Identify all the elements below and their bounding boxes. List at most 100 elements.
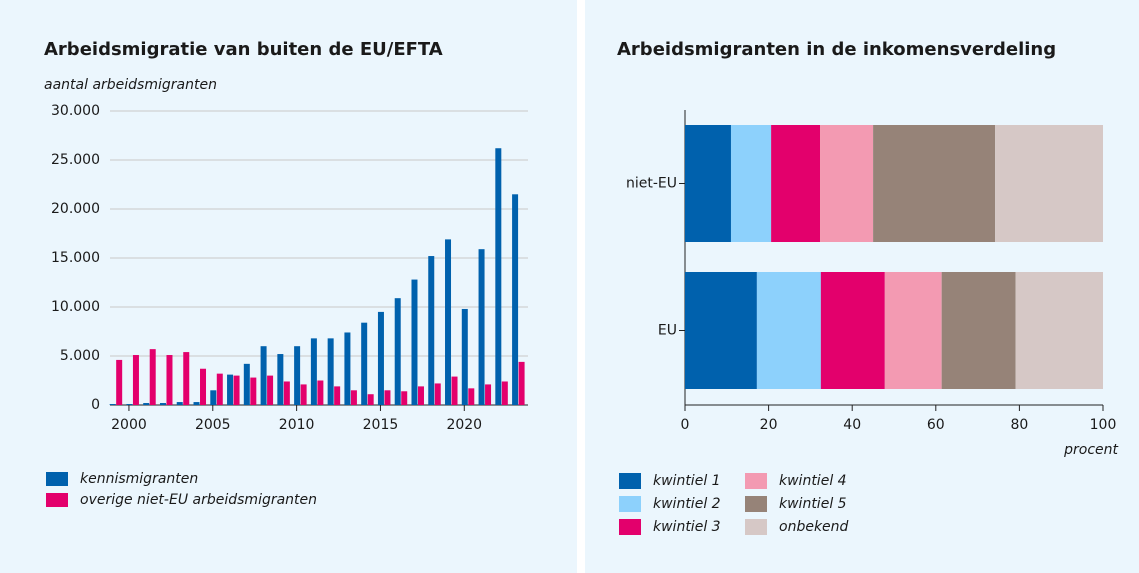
bar-segment xyxy=(941,272,1016,389)
bar xyxy=(300,384,307,405)
bar-segment xyxy=(995,125,1103,242)
y-tick-label: 20.000 xyxy=(51,201,100,217)
y-tick-label: 15.000 xyxy=(51,250,100,266)
y-tick-label: niet-EU xyxy=(626,176,677,192)
bar xyxy=(445,239,452,405)
bar xyxy=(344,332,351,405)
y-tick-label: 0 xyxy=(91,397,100,413)
bar-segment xyxy=(1015,272,1103,389)
x-tick-label: 20 xyxy=(760,417,778,433)
bar xyxy=(310,338,317,405)
bar xyxy=(283,381,290,405)
y-tick-label: 25.000 xyxy=(51,152,100,168)
legend-label: kwintiel 1 xyxy=(653,473,721,489)
bar xyxy=(350,390,357,405)
y-tick-label: 30.000 xyxy=(51,103,100,119)
bar xyxy=(411,279,418,405)
bar xyxy=(451,376,458,405)
legend-swatch xyxy=(619,496,641,512)
bar xyxy=(468,388,475,405)
x-tick-label: 2010 xyxy=(279,417,315,433)
bar xyxy=(149,349,156,405)
legend-swatch xyxy=(619,519,641,535)
bar xyxy=(361,322,368,405)
bar xyxy=(260,346,267,405)
bar xyxy=(317,380,324,405)
bar xyxy=(461,308,468,405)
bar xyxy=(193,402,200,405)
bar-segment xyxy=(884,272,942,389)
legend-label: kwintiel 3 xyxy=(653,519,721,535)
x-tick-label: 100 xyxy=(1090,417,1117,433)
legend-label: overige niet-EU arbeidsmigranten xyxy=(80,492,317,508)
bar xyxy=(267,375,274,405)
bar xyxy=(210,390,217,405)
legend-swatch xyxy=(46,493,68,507)
bar xyxy=(250,377,257,405)
bar xyxy=(478,249,485,405)
legend-label: kennismigranten xyxy=(80,471,198,487)
bar xyxy=(200,368,207,405)
x-tick-label: 60 xyxy=(927,417,945,433)
chart-title: Arbeidsmigranten in de inkomensverdeling xyxy=(617,39,1056,60)
x-axis-label: procent xyxy=(1063,442,1118,458)
chart-title: Arbeidsmigratie van buiten de EU/EFTA xyxy=(44,39,443,60)
bar xyxy=(334,386,341,405)
bar xyxy=(495,148,502,406)
bar xyxy=(176,402,183,405)
bar xyxy=(367,394,374,405)
bar xyxy=(501,381,508,405)
x-tick-label: 0 xyxy=(681,417,690,433)
bar xyxy=(126,404,133,405)
bar xyxy=(109,404,116,405)
bar xyxy=(143,403,150,405)
bar xyxy=(166,355,173,405)
bar xyxy=(294,346,301,405)
bar-segment xyxy=(730,125,772,242)
legend-label: kwintiel 4 xyxy=(779,473,847,489)
bar xyxy=(401,391,408,405)
y-tick-label: EU xyxy=(658,323,677,339)
bar-segment xyxy=(820,272,885,389)
bar xyxy=(518,361,525,405)
x-tick-label: 40 xyxy=(843,417,861,433)
bar-segment xyxy=(771,125,821,242)
bar-segment xyxy=(685,272,757,389)
bar-segment xyxy=(820,125,874,242)
x-tick-label: 80 xyxy=(1010,417,1028,433)
bar xyxy=(485,384,492,405)
bar xyxy=(512,194,519,405)
legend-label: onbekend xyxy=(779,519,849,535)
x-tick-label: 2005 xyxy=(195,417,231,433)
x-tick-label: 2020 xyxy=(446,417,482,433)
bar xyxy=(183,352,190,405)
y-tick-label: 10.000 xyxy=(51,299,100,315)
legend-label: kwintiel 2 xyxy=(653,496,721,512)
bar-segment xyxy=(756,272,821,389)
bar xyxy=(233,375,240,405)
bar xyxy=(277,354,284,405)
legend-swatch xyxy=(46,472,68,486)
y-tick-label: 5.000 xyxy=(60,348,100,364)
bar-segment xyxy=(685,125,731,242)
legend-swatch xyxy=(745,496,767,512)
bar xyxy=(327,338,334,405)
y-axis-label: aantal arbeidsmigranten xyxy=(44,77,217,93)
bar xyxy=(159,403,166,405)
bar xyxy=(428,256,435,405)
bar xyxy=(434,383,441,405)
x-tick-label: 2000 xyxy=(111,417,147,433)
bar xyxy=(132,355,139,405)
bar xyxy=(116,359,123,405)
legend-swatch xyxy=(619,473,641,489)
legend-label: kwintiel 5 xyxy=(779,496,847,512)
x-tick-label: 2015 xyxy=(363,417,399,433)
bar xyxy=(227,374,234,405)
bar xyxy=(243,363,250,405)
bar xyxy=(377,311,384,405)
bar xyxy=(417,386,424,405)
bar-segment xyxy=(873,125,996,242)
bar xyxy=(394,298,401,405)
bar xyxy=(216,373,223,405)
